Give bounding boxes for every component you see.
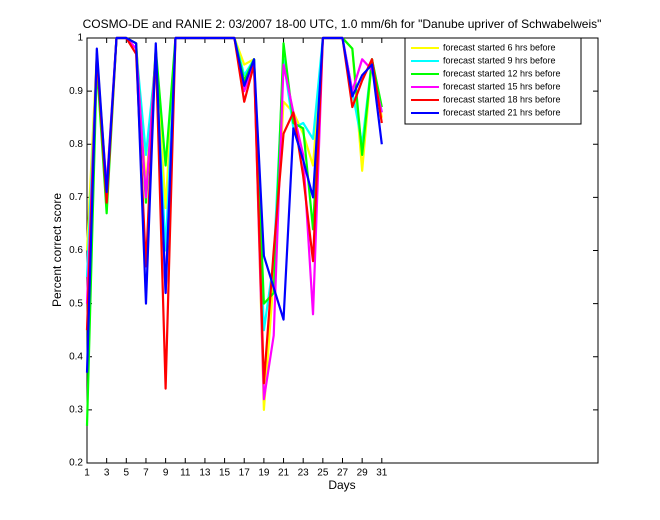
y-tick-label: 0.7 xyxy=(69,192,83,203)
y-tick-label: 0.3 xyxy=(69,405,83,416)
x-tick-label: 13 xyxy=(199,468,211,479)
x-tick-label: 3 xyxy=(104,468,110,479)
y-axis-label: Percent correct score xyxy=(50,193,64,307)
legend-label: forecast started 21 hrs before xyxy=(443,107,561,117)
legend-label: forecast started 9 hrs before xyxy=(443,55,556,65)
y-tick-label: 1 xyxy=(77,33,83,44)
x-tick-label: 15 xyxy=(219,468,231,479)
legend-box xyxy=(404,37,582,125)
x-tick-label: 9 xyxy=(163,468,169,479)
x-tick-label: 31 xyxy=(376,468,388,479)
legend-label: forecast started 6 hrs before xyxy=(443,42,556,52)
x-tick-label: 7 xyxy=(143,468,149,479)
y-tick-label: 0.6 xyxy=(69,245,83,256)
x-tick-label: 23 xyxy=(298,468,310,479)
series-line xyxy=(85,36,383,373)
x-tick-label: 17 xyxy=(239,468,251,479)
legend-label: forecast started 18 hrs before xyxy=(443,94,561,104)
y-tick-label: 0.4 xyxy=(69,351,83,362)
x-tick-label: 11 xyxy=(180,468,191,479)
y-tick-label: 0.2 xyxy=(69,458,83,469)
x-tick-label: 21 xyxy=(278,468,290,479)
x-tick-label: 25 xyxy=(317,468,329,479)
y-tick-label: 0.9 xyxy=(69,86,83,97)
y-tick-label: 0.5 xyxy=(69,298,83,309)
y-tick-label: 0.8 xyxy=(69,139,83,150)
legend-label: forecast started 15 hrs before xyxy=(443,81,561,91)
x-tick-label: 1 xyxy=(84,468,90,479)
x-tick-label: 19 xyxy=(258,468,270,479)
x-tick-label: 5 xyxy=(124,468,130,479)
x-tick-label: 27 xyxy=(337,468,349,479)
x-axis-label: Days xyxy=(328,478,355,492)
legend-label: forecast started 12 hrs before xyxy=(443,68,561,78)
x-tick-label: 29 xyxy=(357,468,369,479)
chart-title: COSMO-DE and RANIE 2: 03/2007 18-00 UTC,… xyxy=(83,17,602,31)
